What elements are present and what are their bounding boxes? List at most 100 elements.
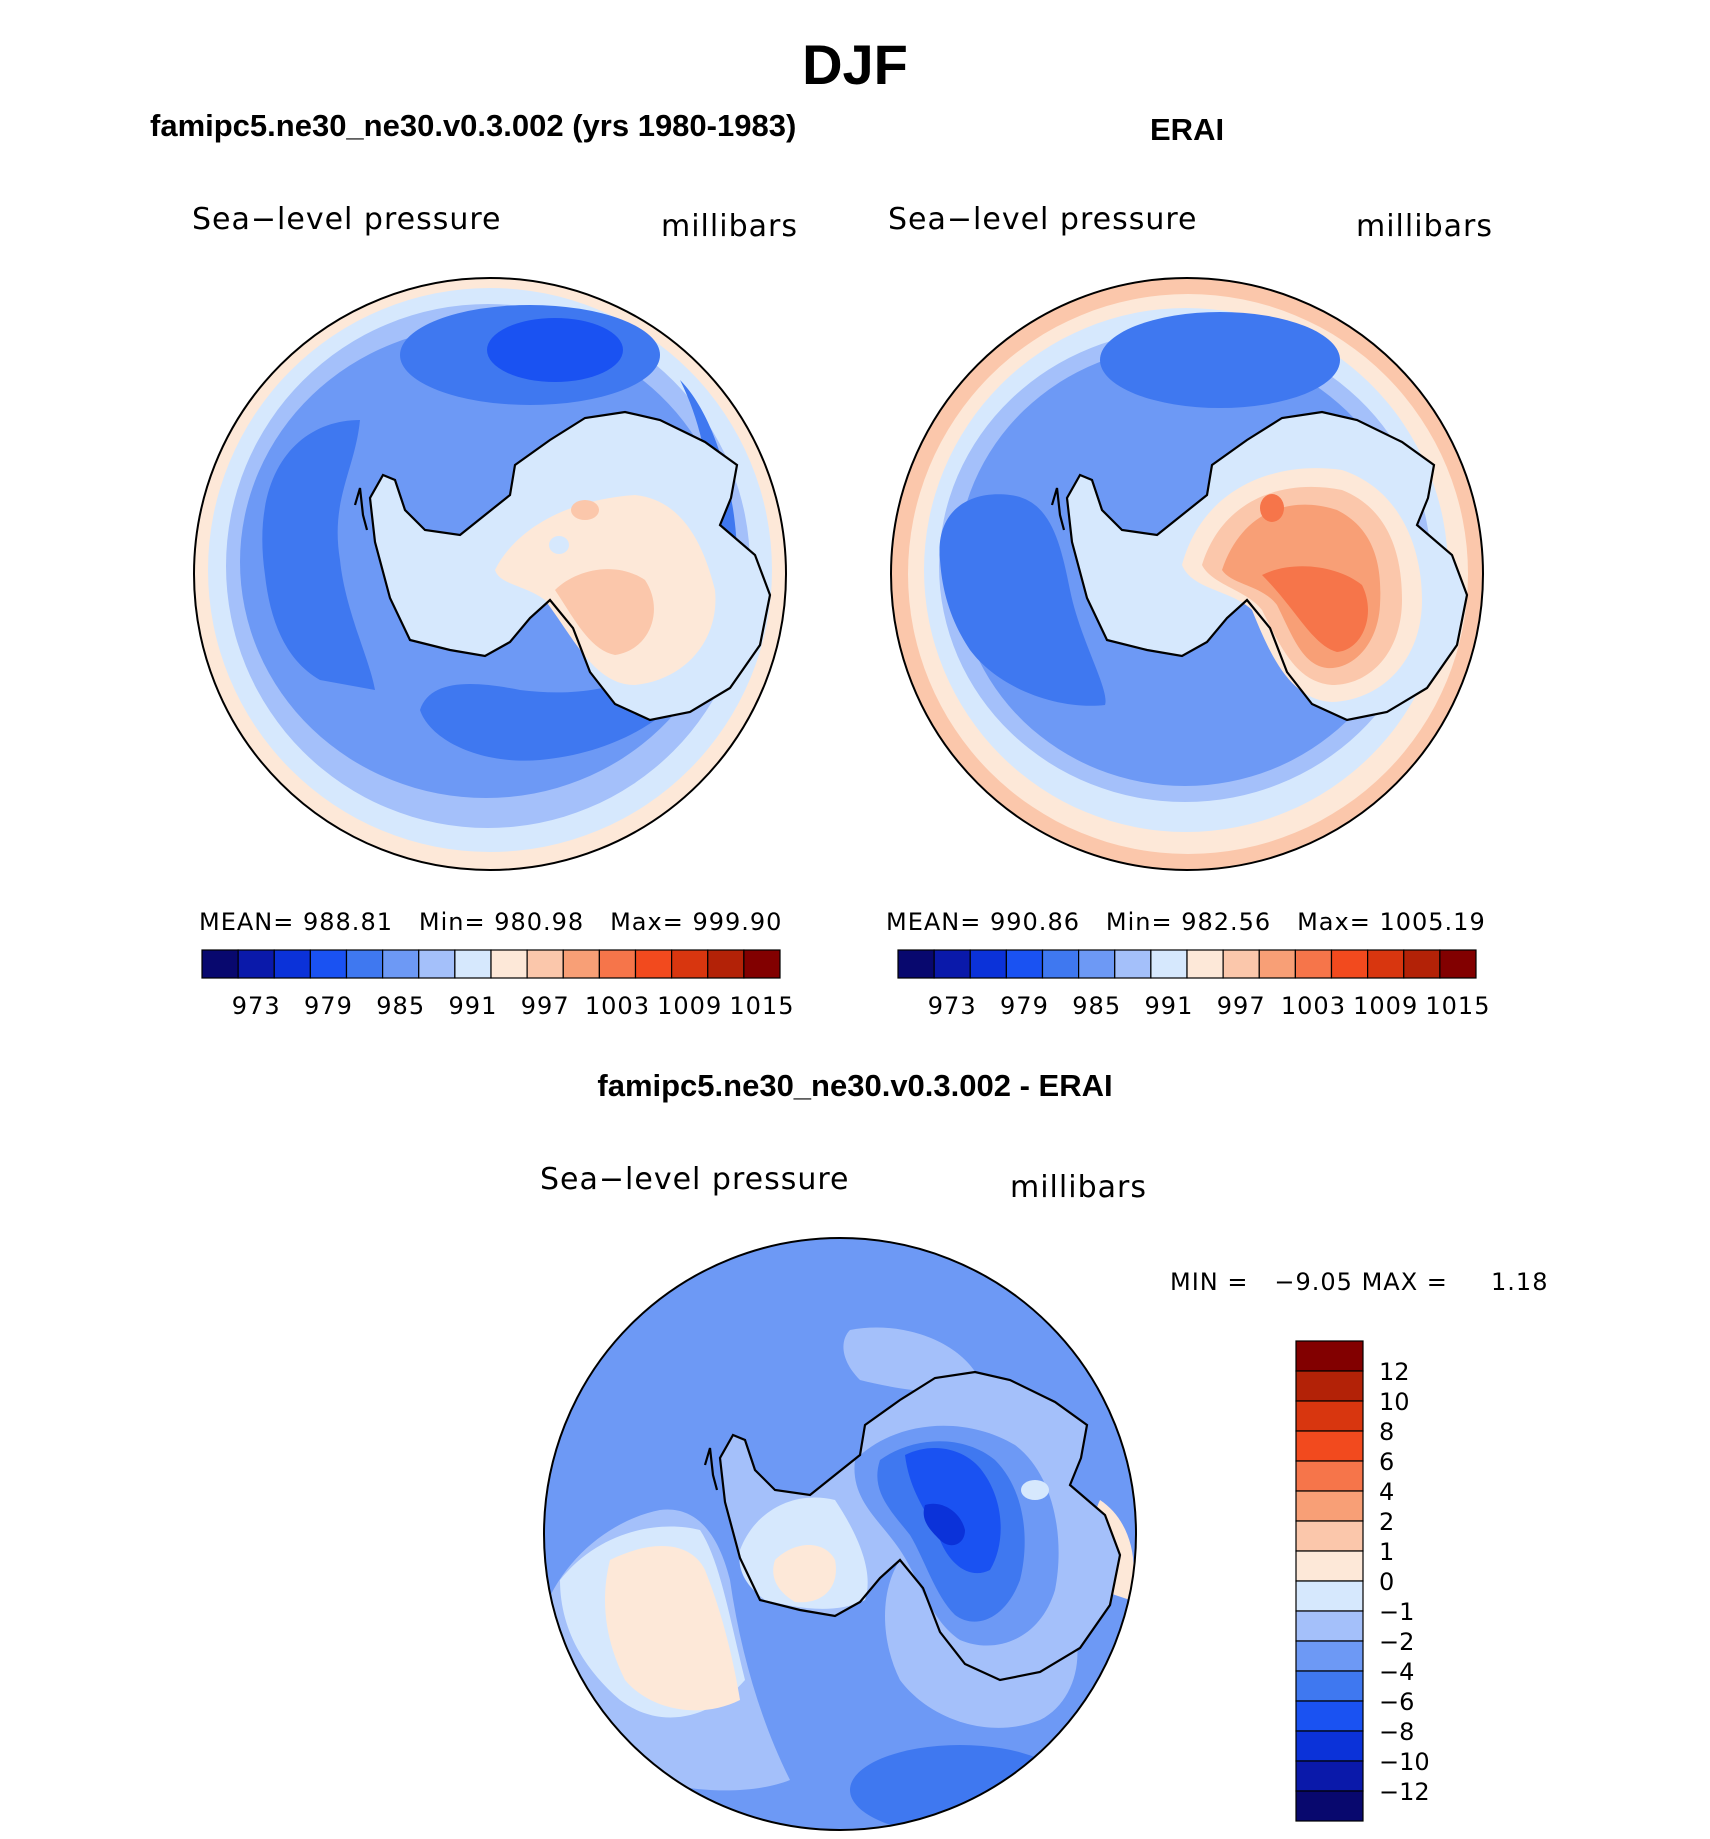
colorbar-tick-label: −2 [1379,1628,1414,1656]
colorbar-box [1295,1460,1364,1492]
colorbar-box [1295,1400,1364,1432]
colorbar-box [671,949,709,979]
panel-title-model: famipc5.ne30_ne30.v0.3.002 (yrs 1980-198… [150,108,797,143]
colorbar-box [897,949,935,979]
colorbar-tick-label: −1 [1379,1598,1414,1626]
min-value: 980.98 [494,908,585,936]
colorbar-tick-label: −8 [1379,1718,1414,1746]
colorbar-box [1294,949,1333,979]
colorbar-box [309,949,348,979]
stats-diff: MIN = −9.05 MAX = 1.18 [1170,1268,1548,1296]
colorbar-box [1295,1670,1364,1702]
colorbar-tick-label: 12 [1379,1358,1410,1386]
colorbar-box [1439,949,1477,979]
max-value: 1005.19 [1379,908,1486,936]
colorbar-box [382,949,420,979]
max-label: MAX = [1361,1268,1448,1296]
colorbar-box [526,949,564,979]
colorbar-tick-label: −12 [1379,1778,1430,1806]
colorbar-box [1295,1790,1364,1822]
colorbar-box [969,949,1007,979]
colorbar-tick-label: 1003 [1281,992,1346,1020]
colorbar-box [237,949,275,979]
colorbar-box [201,949,239,979]
colorbar-tick-label: 8 [1379,1418,1394,1446]
colorbar-box [345,949,384,979]
colorbar-box [1295,1730,1364,1762]
colorbar-box [1258,949,1296,979]
colorbar-box [454,949,492,979]
colorbar-tick-label: 1015 [729,992,794,1020]
colorbar-box [1367,949,1405,979]
colorbar-tick-label: 997 [1217,992,1266,1020]
colorbar-tick-label: 1009 [1353,992,1418,1020]
colorbar-tick-label: −4 [1379,1658,1414,1686]
colorbar-box [1186,949,1224,979]
min-value: −9.05 [1274,1268,1353,1296]
colorbar-box [933,949,971,979]
colorbar-tick-label: 1009 [657,992,722,1020]
panel-title-diff: famipc5.ne30_ne30.v0.3.002 - ERAI [597,1068,1113,1103]
colorbar-box [1114,949,1152,979]
colorbar-tick-label: 6 [1379,1448,1394,1476]
colorbar-tick-label: 979 [304,992,353,1020]
colorbar-obs: 973 979 985 991 997 1003 1009 1015 [897,949,1490,1020]
colorbar-box [1295,1370,1364,1402]
colorbar-box [743,949,781,979]
mean-value: 990.86 [990,908,1080,936]
colorbar-box [1295,1550,1364,1582]
colorbar-tick-label: 985 [376,992,425,1020]
colorbar-box [1078,949,1116,979]
colorbar-box [1295,1640,1364,1672]
min-label: MIN = [1170,1268,1249,1296]
stats-obs: MEAN= 990.86 Min= 982.56 Max= 1005.19 [886,908,1486,936]
colorbar-tick-label: 979 [1000,992,1049,1020]
mean-value: 988.81 [303,908,393,936]
variable-label-obs: Sea−level pressure [888,202,1198,237]
colorbar-box [1295,1520,1364,1552]
colorbar-box [634,949,673,979]
colorbar-box [1295,1430,1364,1462]
colorbar-box [1295,1340,1364,1372]
colorbar-box [598,949,637,979]
colorbar-box [1295,1700,1364,1732]
colorbar-tick-label: 973 [928,992,977,1020]
colorbar-box [490,949,528,979]
colorbar-tick-label: 991 [449,992,498,1020]
max-value: 1.18 [1491,1268,1549,1296]
min-label: Min= [1105,908,1173,936]
colorbar-tick-label: 4 [1379,1478,1394,1506]
colorbar-box [1150,949,1188,979]
mean-label: MEAN= [886,908,982,936]
colorbar-box [1295,1490,1364,1522]
colorbar-tick-label: 1003 [585,992,650,1020]
colorbar-box [1403,949,1441,979]
max-label: Max= [1297,908,1371,936]
colorbar-box [707,949,745,979]
colorbar-box [1222,949,1260,979]
units-label-model: millibars [661,209,798,244]
figure-title: DJF [802,33,908,96]
colorbar-box [562,949,600,979]
colorbar-box [1330,949,1369,979]
colorbar-tick-label: 10 [1379,1388,1410,1416]
colorbar-tick-label: 2 [1379,1508,1394,1536]
min-label: Min= [418,908,486,936]
colorbar-tick-label: 997 [521,992,570,1020]
map-model [193,277,787,871]
min-value: 982.56 [1181,908,1272,936]
colorbar-box [1041,949,1080,979]
colorbar-tick-label: 991 [1145,992,1194,1020]
colorbar-tick-label: 985 [1072,992,1121,1020]
colorbar-tick-label: 0 [1379,1568,1394,1596]
colorbar-tick-label: 1015 [1425,992,1490,1020]
colorbar-model: 973 979 985 991 997 1003 1009 1015 [201,949,794,1020]
colorbar-box [1295,1610,1364,1642]
colorbar-box [418,949,456,979]
colorbar-box [1295,1580,1364,1612]
colorbar-box [273,949,311,979]
max-value: 999.90 [692,908,783,936]
panel-title-obs: ERAI [1150,112,1225,147]
